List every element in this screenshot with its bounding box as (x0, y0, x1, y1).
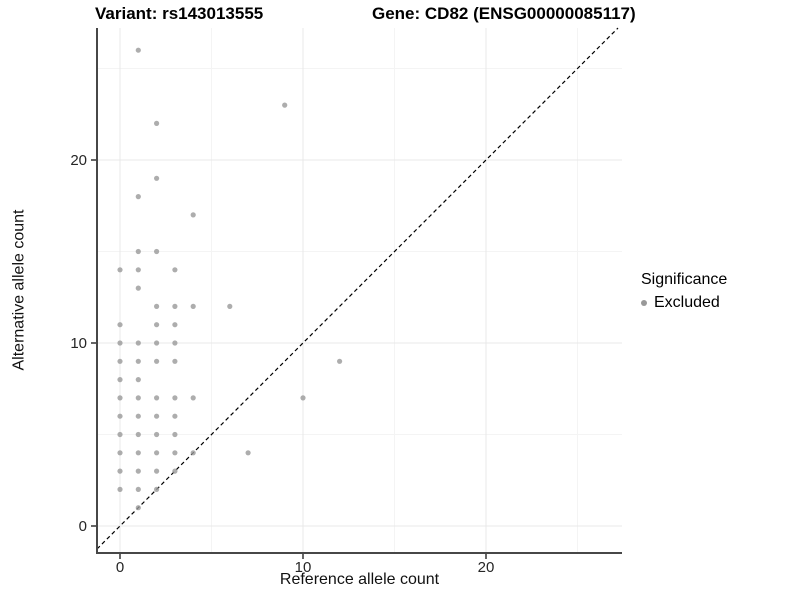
data-point (172, 450, 178, 456)
data-point (154, 413, 160, 419)
data-point (172, 303, 178, 309)
data-point (117, 377, 123, 383)
y-axis-title: Alternative allele count (10, 209, 28, 371)
data-point (190, 395, 196, 401)
data-point (227, 303, 233, 309)
data-point (135, 413, 141, 419)
plot-title-gene: Gene: CD82 (ENSG00000085117) (372, 4, 636, 23)
data-point (117, 395, 123, 401)
data-point (154, 303, 160, 309)
data-point (135, 450, 141, 456)
data-point (172, 413, 178, 419)
legend: Significance Excluded (641, 271, 727, 312)
data-point (190, 303, 196, 309)
data-point (154, 450, 160, 456)
data-point (117, 468, 123, 474)
data-point (154, 486, 160, 492)
y-tick-label: 20 (70, 152, 87, 169)
data-point (190, 212, 196, 218)
data-point (282, 102, 288, 108)
data-point (117, 340, 123, 346)
data-point (154, 120, 160, 126)
x-axis-title: Reference allele count (279, 571, 440, 588)
data-point (172, 431, 178, 438)
data-point (135, 194, 141, 200)
data-point (154, 431, 160, 438)
legend-item-excluded: Excluded (641, 294, 727, 312)
data-point (117, 322, 123, 328)
data-point (117, 486, 123, 492)
x-tick-label: 10 (295, 559, 312, 576)
data-point (117, 358, 123, 364)
data-point (117, 267, 123, 273)
data-point (154, 358, 160, 364)
data-point (172, 322, 178, 328)
legend-title: Significance (641, 271, 728, 288)
data-point (154, 322, 160, 328)
x-tick-label: 0 (116, 559, 124, 576)
data-point (190, 450, 196, 456)
data-point (154, 340, 160, 346)
data-point (135, 377, 141, 383)
data-point (172, 468, 178, 474)
data-point (135, 468, 141, 474)
x-tick-label: 20 (478, 559, 495, 576)
data-point (117, 431, 123, 438)
data-point (135, 486, 141, 492)
data-point (135, 358, 141, 364)
data-point (154, 395, 160, 401)
data-point (172, 267, 178, 273)
data-point (245, 450, 251, 456)
data-point (135, 285, 141, 291)
data-point (172, 340, 178, 346)
y-tick-label: 0 (79, 518, 87, 535)
data-point (300, 395, 306, 401)
identity-line (96, 27, 619, 550)
data-point (154, 468, 160, 474)
data-point (135, 47, 141, 53)
data-point (172, 358, 178, 364)
data-point (135, 395, 141, 401)
legend-item-label: Excluded (654, 294, 720, 311)
y-tick-label: 10 (70, 335, 87, 352)
data-point (135, 267, 141, 273)
data-point (135, 505, 141, 511)
data-point (135, 431, 141, 438)
data-point (135, 248, 141, 255)
legend-point-icon (641, 300, 647, 306)
data-point (117, 413, 123, 419)
data-point (337, 358, 343, 364)
data-point (172, 395, 178, 401)
data-point (154, 175, 160, 181)
data-point (117, 450, 123, 456)
data-point (135, 340, 141, 346)
data-point (154, 248, 160, 255)
plot-title-variant: Variant: rs143013555 (95, 4, 264, 23)
